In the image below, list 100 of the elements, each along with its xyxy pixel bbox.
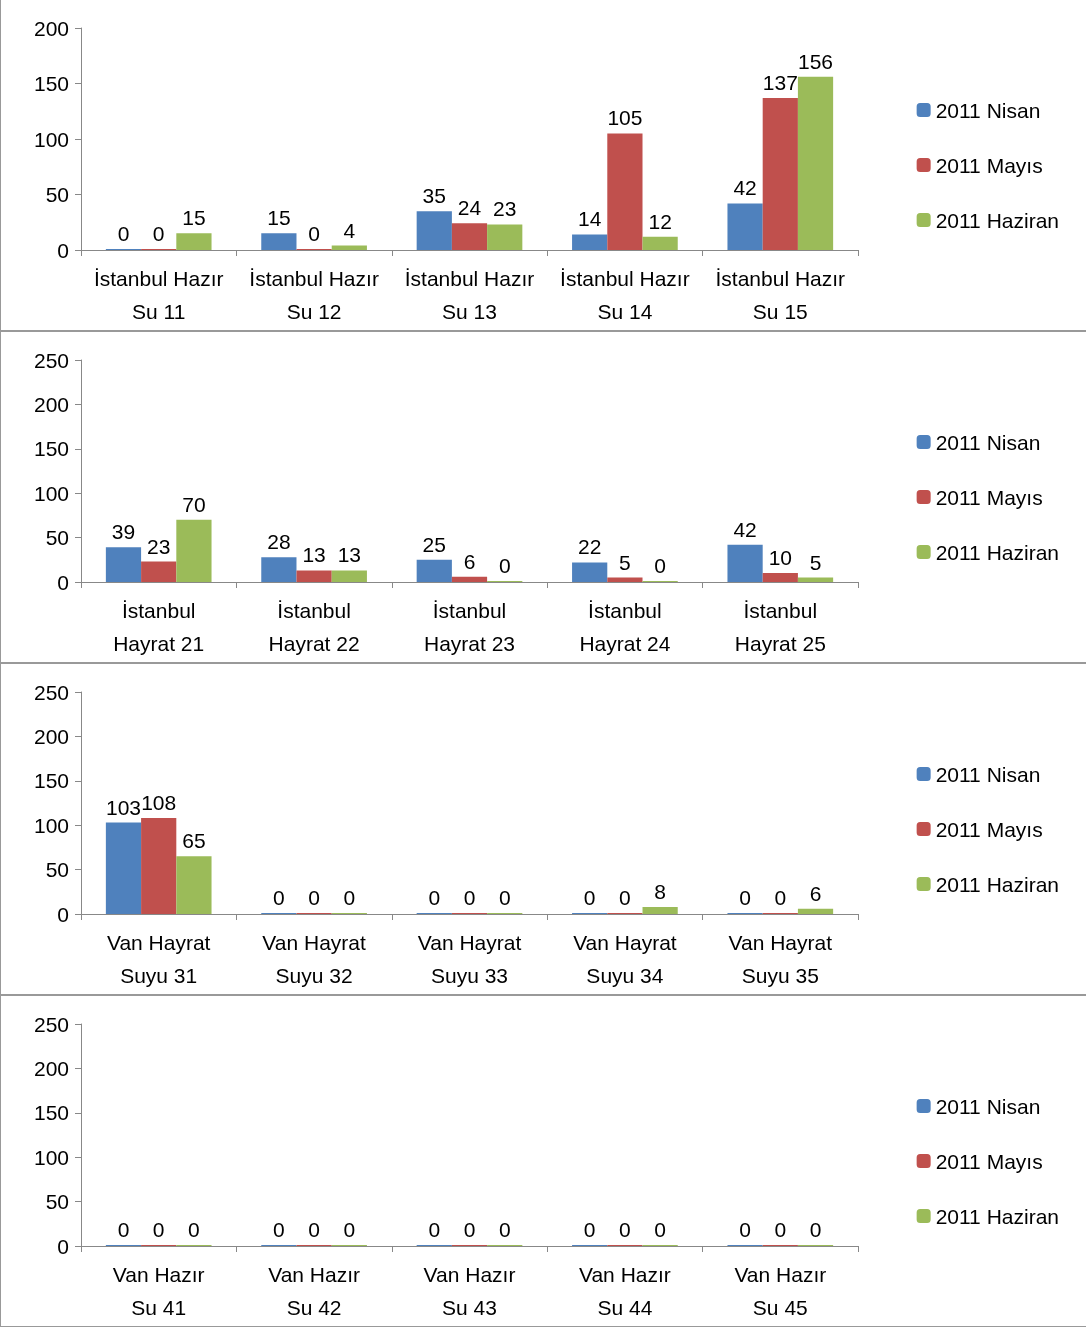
data-label: 13 [337, 543, 361, 567]
x-tick-label: Van Hazır Su 45 [734, 1263, 827, 1319]
bar [416, 559, 452, 582]
data-label: 0 [739, 886, 751, 909]
data-label: 12 [648, 209, 672, 233]
x-tick-label: İstanbul Hayrat 24 [579, 599, 671, 655]
x-tick-label: Van Hayrat Suyu 33 [417, 931, 522, 987]
data-label: 0 [273, 1218, 285, 1241]
data-label: 0 [428, 886, 441, 909]
bar [141, 818, 177, 914]
bar [607, 133, 643, 250]
y-tick-label: 200 [33, 16, 69, 40]
data-label: 0 [809, 1218, 822, 1241]
x-tick-label: Van Hazır Su 43 [423, 1263, 516, 1319]
bar [572, 562, 608, 582]
data-label: 0 [463, 886, 476, 909]
data-label: 14 [578, 207, 602, 231]
data-label: 0 [739, 1218, 751, 1241]
legend-label: 2011 Haziran [935, 540, 1059, 564]
bar [762, 97, 798, 250]
bar [141, 561, 177, 582]
bar [451, 223, 488, 250]
legend-label: 2011 Mayıs [935, 1149, 1043, 1173]
data-label: 0 [498, 886, 511, 909]
legend-label: 2011 Mayıs [935, 485, 1043, 509]
data-label: 22 [578, 535, 602, 559]
bar [416, 211, 452, 250]
data-label: 0 [343, 1218, 356, 1241]
data-label: 0 [463, 1218, 476, 1241]
y-tick-label: 50 [45, 1190, 69, 1214]
data-label: 137 [762, 70, 798, 94]
y-tick-label: 50 [45, 526, 69, 550]
x-tick-label: Van Hayrat Suyu 31 [106, 931, 211, 987]
data-label: 23 [147, 534, 171, 558]
y-tick-label: 100 [33, 127, 69, 151]
x-tick-label: Van Hayrat Suyu 34 [573, 931, 677, 987]
y-tick-label: 200 [33, 724, 69, 748]
data-label: 13 [302, 543, 326, 567]
bar [176, 519, 212, 582]
bar [105, 822, 142, 914]
data-label: 0 [498, 554, 511, 577]
bar [487, 224, 523, 250]
bar [296, 570, 332, 582]
y-tick-label: 0 [57, 902, 69, 926]
x-tick-label: İstanbul Hazır Su 11 [93, 267, 224, 323]
bar [797, 908, 834, 914]
bar [642, 906, 678, 914]
bar [261, 557, 297, 582]
bar [176, 233, 212, 250]
data-label: 0 [343, 886, 356, 909]
x-tick-label: İstanbul Hazır Su 14 [560, 267, 690, 323]
x-tick-label: İstanbul Hayrat 23 [423, 599, 516, 655]
x-tick-label: Van Hazır Su 42 [268, 1263, 361, 1319]
data-label: 0 [308, 1218, 320, 1241]
bar [762, 573, 798, 582]
data-label: 23 [493, 197, 517, 221]
data-label: 0 [619, 1218, 631, 1241]
y-tick-label: 150 [33, 72, 69, 95]
y-tick-label: 150 [33, 1101, 69, 1125]
data-label: 42 [733, 517, 757, 541]
legend-label: 2011 Haziran [935, 208, 1059, 232]
x-tick-label: Van Hazır Su 41 [112, 1263, 205, 1319]
y-tick-label: 100 [33, 813, 69, 837]
bar [331, 245, 367, 250]
data-label: 5 [809, 550, 822, 574]
x-tick-label: İstanbul Hayrat 25 [734, 599, 826, 655]
bar [105, 547, 142, 582]
y-tick-label: 150 [33, 437, 69, 461]
x-tick-label: Van Hayrat Suyu 32 [262, 931, 367, 987]
bar [331, 570, 367, 582]
data-label: 5 [619, 550, 631, 574]
y-tick-label: 200 [33, 392, 69, 416]
data-label: 0 [583, 886, 596, 909]
y-tick-label: 200 [33, 1056, 69, 1080]
y-tick-label: 250 [33, 680, 69, 704]
x-tick-label: İstanbul Hayrat 21 [113, 599, 205, 655]
data-label: 0 [774, 886, 787, 909]
data-label: 103 [105, 795, 141, 819]
data-label: 0 [774, 1218, 787, 1241]
bar [607, 577, 643, 582]
y-tick-label: 150 [33, 769, 69, 793]
data-label: 0 [308, 886, 320, 909]
y-tick-label: 50 [45, 858, 69, 882]
data-label: 0 [654, 554, 666, 577]
bar [261, 233, 297, 250]
data-label: 65 [182, 829, 206, 853]
x-tick-label: Van Hazır Su 44 [578, 1263, 671, 1319]
bar [797, 76, 834, 250]
y-tick-label: 250 [33, 348, 69, 372]
y-tick-label: 50 [45, 183, 69, 206]
data-label: 8 [654, 879, 666, 903]
y-tick-label: 0 [57, 1234, 69, 1258]
x-tick-label: İstanbul Hazır Su 12 [249, 267, 379, 323]
data-label: 0 [188, 1218, 200, 1241]
data-label: 0 [583, 1218, 596, 1241]
data-label: 15 [182, 206, 206, 230]
legend-label: 2011 Haziran [935, 1204, 1059, 1228]
legend-label: 2011 Nisan [935, 762, 1041, 786]
legend-label: 2011 Nisan [935, 98, 1041, 122]
data-label: 0 [428, 1218, 441, 1241]
